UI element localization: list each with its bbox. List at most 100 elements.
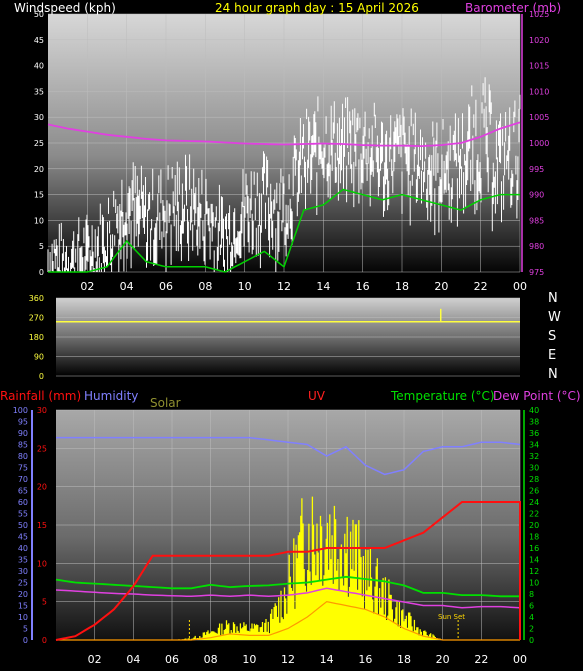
x-tick-bottom: 20 [436,653,450,666]
windspeed-tick: 5 [39,242,44,251]
x-tick-top: 02 [80,280,94,293]
x-tick-top: 04 [120,280,134,293]
x-tick-bottom: 06 [165,653,179,666]
windspeed-tick: 0 [39,268,44,277]
rainfall-tick: 30 [37,406,47,415]
uv-axis-label: UV [308,389,326,403]
humidity-tick: 80 [18,452,28,461]
axis-ticks: 0510152025303540455097598098599099510001… [13,10,550,645]
gust-average-line [48,188,520,273]
barometer-tick: 1000 [529,139,549,148]
temperature-tick: 6 [529,602,534,611]
humidity-tick: 65 [18,487,28,496]
x-tick-top: 12 [277,280,291,293]
x-tick-bottom: 12 [281,653,295,666]
solar-axis-label: Solar [150,396,181,410]
x-tick-top: 10 [238,280,252,293]
humidity-tick: 0 [23,636,28,645]
humidity-tick: 10 [18,613,28,622]
compass-letter: S [548,329,556,344]
rainfall-line [55,501,521,641]
x-tick-top: 00 [513,280,527,293]
humidity-tick: 60 [18,498,28,507]
x-tick-top: 16 [356,280,370,293]
humidity-tick: 45 [18,533,28,542]
x-tick-bottom: 00 [513,653,527,666]
windspeed-axis-label: Windspeed (kph) [14,1,116,15]
temperature-tick: 36 [529,429,539,438]
x-axis-ticks: 02 02 04 04 06 06 08 08 10 10 12 12 14 14 16 16 18 18 20 20… [80,280,527,666]
compass-letter: E [548,348,556,363]
dew-point-line [55,587,521,609]
temperature-tick: 2 [529,625,534,634]
temperature-tick: 22 [529,510,539,519]
temperature-tick: 34 [529,441,539,450]
x-tick-bottom: 10 [242,653,256,666]
temperature-tick: 18 [529,533,539,542]
direction-grid [56,297,520,377]
direction-tick: 180 [29,333,44,342]
temperature-tick: 16 [529,544,539,553]
rainfall-tick: 15 [37,521,47,530]
windspeed-tick: 50 [34,10,44,19]
temperature-tick: 14 [529,556,539,565]
temperature-tick: 24 [529,498,539,507]
rainfall-tick: 5 [42,598,47,607]
compass-letter: W [548,310,561,325]
x-tick-top: 22 [474,280,488,293]
temperature-tick: 38 [529,418,539,427]
temperature-tick: 20 [529,521,539,530]
barometer-tick: 995 [529,165,544,174]
humidity-tick: 15 [18,602,28,611]
rainfall-axis-label: Rainfall (mm) [0,389,81,403]
temperature-tick: 30 [529,464,539,473]
compass-letter: N [548,367,558,382]
x-tick-bottom: 02 [88,653,102,666]
windspeed-tick: 35 [34,87,44,96]
humidity-tick: 95 [18,418,28,427]
windspeed-tick: 20 [34,165,44,174]
humidity-tick: 55 [18,510,28,519]
x-tick-top: 20 [434,280,448,293]
windspeed-series [47,77,521,272]
x-tick-top: 06 [159,280,173,293]
rainfall-tick: 0 [42,636,47,645]
barometer-tick: 1025 [529,10,549,19]
x-tick-top: 08 [198,280,212,293]
barometer-tick: 980 [529,242,544,251]
humidity-tick: 40 [18,544,28,553]
humidity-tick: 20 [18,590,28,599]
rainfall-tick: 10 [37,559,47,568]
barometer-tick: 975 [529,268,544,277]
humidity-tick: 30 [18,567,28,576]
barometer-tick: 990 [529,191,544,200]
barometer-line [47,121,521,148]
direction-tick: 0 [39,372,44,381]
windspeed-tick: 30 [34,113,44,122]
temperature-tick: 12 [529,567,539,576]
humidity-line [56,436,521,476]
windspeed-tick: 15 [34,191,44,200]
windspeed-tick: 10 [34,216,44,225]
humidity-tick: 50 [18,521,28,530]
x-tick-top: 14 [316,280,330,293]
humidity-axis-label: Humidity [84,389,138,403]
humidity-tick: 70 [18,475,28,484]
chart-title: 24 hour graph day : 15 April 2026 [215,1,419,15]
barometer-tick: 1020 [529,36,549,45]
x-tick-bottom: 22 [474,653,488,666]
humidity-tick: 75 [18,464,28,473]
x-tick-bottom: 08 [204,653,218,666]
direction-tick: 360 [29,294,44,303]
temperature-tick: 28 [529,475,539,484]
temperature-tick: 10 [529,579,539,588]
temperature-tick: 8 [529,590,534,599]
temperature-tick: 0 [529,636,534,645]
x-tick-top: 18 [395,280,409,293]
humidity-tick: 5 [23,625,28,634]
humidity-tick: 85 [18,441,28,450]
windspeed-tick: 25 [34,139,44,148]
humidity-tick: 100 [13,406,28,415]
